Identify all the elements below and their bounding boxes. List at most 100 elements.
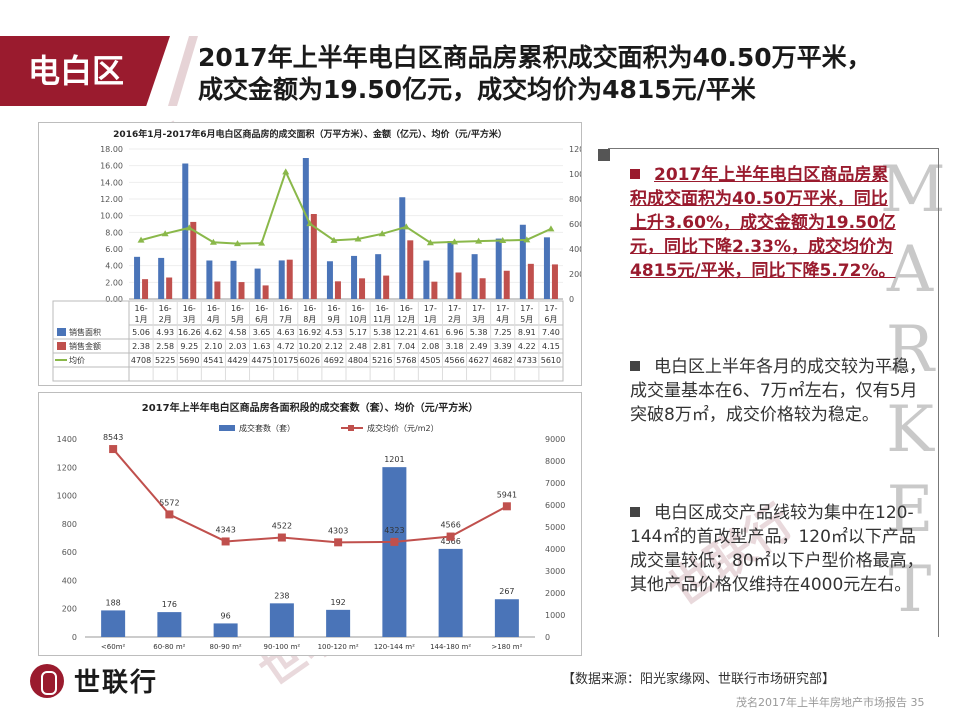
- x-tick-label-year: 17-: [496, 304, 509, 313]
- vertical-letter: R: [885, 313, 935, 387]
- data-source: 【数据来源：阳光家缘网、世联行市场研究部】: [562, 672, 836, 687]
- x-tick-label-year: 17-: [424, 304, 437, 313]
- table-price-value: 6026: [300, 356, 320, 365]
- headline-line-2: 成交金额为19.50亿元，成交均价为4815元/平米: [198, 75, 756, 104]
- bullet-icon: [630, 361, 640, 371]
- table-price-value: 5225: [155, 356, 175, 365]
- bar-area: [206, 260, 213, 299]
- table-amount-value: 2.03: [229, 342, 247, 351]
- bar-amount: [359, 278, 366, 299]
- table-area-value: 8.91: [518, 328, 536, 337]
- price-point: [165, 510, 174, 519]
- price-point: [426, 239, 434, 246]
- price-value-label: 4303: [328, 526, 348, 535]
- x-tick-label-month: 3月: [183, 315, 196, 324]
- x-tick-label-month: 12月: [397, 315, 415, 324]
- right-tick-label: 8000: [569, 195, 581, 204]
- table-price-value: 4505: [420, 356, 440, 365]
- table-area-value: 16.92: [298, 328, 321, 337]
- table-amount-value: 7.04: [397, 342, 415, 351]
- table-area-value: 6.96: [446, 328, 464, 337]
- table-price-value: 4475: [251, 356, 271, 365]
- x-tick-label-year: 17-: [520, 304, 533, 313]
- table-price-value: 4541: [203, 356, 223, 365]
- price-point: [451, 238, 458, 245]
- bar-area: [543, 237, 550, 299]
- bar-area: [399, 197, 406, 299]
- table-amount-value: 2.10: [204, 342, 222, 351]
- legend-swatch-amount: [57, 342, 66, 350]
- bullet-icon: [630, 507, 640, 517]
- table-area-value: 4.93: [156, 328, 174, 337]
- x-tick-label: 100-120 m²: [318, 643, 359, 651]
- vertical-letter: M: [880, 153, 946, 227]
- table-area-value: 7.40: [542, 328, 560, 337]
- chart-title: 2016年1月-2017年6月电白区商品房的成交面积（万平方米）、金额（亿元）、…: [113, 128, 507, 140]
- bar-area: [134, 256, 141, 299]
- bar-amount: [479, 278, 486, 299]
- right-tick-label: 1000: [545, 611, 565, 620]
- x-tick-label: >180 m²: [491, 643, 522, 651]
- bar-count: [494, 599, 519, 637]
- chart-segment: 2017年上半年电白区商品房各面积段的成交套数（套）、均价（元/平方米） 成交套数…: [57, 401, 566, 651]
- price-point: [547, 225, 555, 232]
- table-amount-value: 2.12: [325, 342, 343, 351]
- footer-caption: 茂名2017年上半年房地产市场报告 35: [736, 694, 925, 710]
- bar-area: [302, 158, 309, 299]
- right-tick-label: 8000: [545, 457, 565, 466]
- table-amount-value: 2.38: [132, 342, 150, 351]
- bullet-icon: [630, 169, 640, 179]
- bar-area: [495, 238, 502, 299]
- left-tick-label: 400: [62, 576, 77, 585]
- bar-amount: [334, 281, 341, 299]
- left-tick-label: 10.00: [100, 212, 123, 221]
- bar-amount: [238, 282, 245, 299]
- price-point: [109, 445, 118, 454]
- bar-amount: [431, 281, 438, 299]
- bar-value-label: 192: [330, 598, 345, 607]
- x-tick-label-year: 17-: [472, 304, 485, 313]
- x-tick-label: 60-80 m²: [153, 643, 185, 651]
- table-area-value: 5.38: [373, 328, 391, 337]
- page-number: 35: [910, 696, 925, 709]
- bar-area: [230, 260, 237, 299]
- bar-count: [438, 548, 463, 637]
- logo-name: 世联行: [74, 668, 159, 698]
- price-point: [161, 230, 169, 237]
- bar-value-label: 4566: [440, 537, 460, 546]
- x-tick-label-month: 5月: [231, 315, 244, 324]
- bar-count: [213, 623, 238, 637]
- table-amount-value: 2.48: [349, 342, 367, 351]
- line-price: [112, 448, 508, 544]
- price-point: [185, 224, 193, 231]
- price-point: [209, 238, 217, 245]
- x-tick-label-month: 11月: [373, 315, 391, 324]
- table-area-value: 5.17: [349, 328, 367, 337]
- table-area-value: 7.25: [494, 328, 512, 337]
- x-tick-label: 80-90 m²: [210, 643, 242, 651]
- table-area-value: 4.61: [421, 328, 439, 337]
- x-tick-label-month: 3月: [472, 315, 485, 324]
- price-point: [258, 239, 266, 246]
- price-point: [402, 223, 410, 230]
- table-amount-value: 2.08: [421, 342, 439, 351]
- price-value-label: 4522: [272, 522, 292, 531]
- section-tag: 电白区: [0, 36, 170, 106]
- bar-value-label: 188: [105, 598, 120, 607]
- x-tick-label-year: 17-: [448, 304, 461, 313]
- summary-box: 2017年上半年电白区商品房累积成交面积为40.50万平米，同比上升3.60%，…: [598, 148, 939, 637]
- table-amount-value: 4.22: [518, 342, 536, 351]
- legend-label-area: 销售面积: [69, 327, 101, 337]
- table-price-value: 10175: [273, 356, 298, 365]
- right-tick-label: 10000: [569, 170, 581, 179]
- x-tick-label-month: 7月: [279, 315, 292, 324]
- bar-count: [157, 612, 182, 637]
- bullet-3-text: 电白区成交产品线较为集中在120-144㎡的首改型产品，120㎡以下产品成交量较…: [630, 503, 924, 595]
- table-price-value: 4627: [468, 356, 488, 365]
- left-tick-label: 1000: [57, 492, 77, 501]
- company-logo: 世联行: [30, 662, 158, 699]
- bar-amount: [286, 259, 293, 299]
- vertical-letter: E: [886, 473, 934, 547]
- table-amount-value: 4.72: [277, 342, 295, 351]
- left-tick-label: 2.00: [105, 278, 123, 287]
